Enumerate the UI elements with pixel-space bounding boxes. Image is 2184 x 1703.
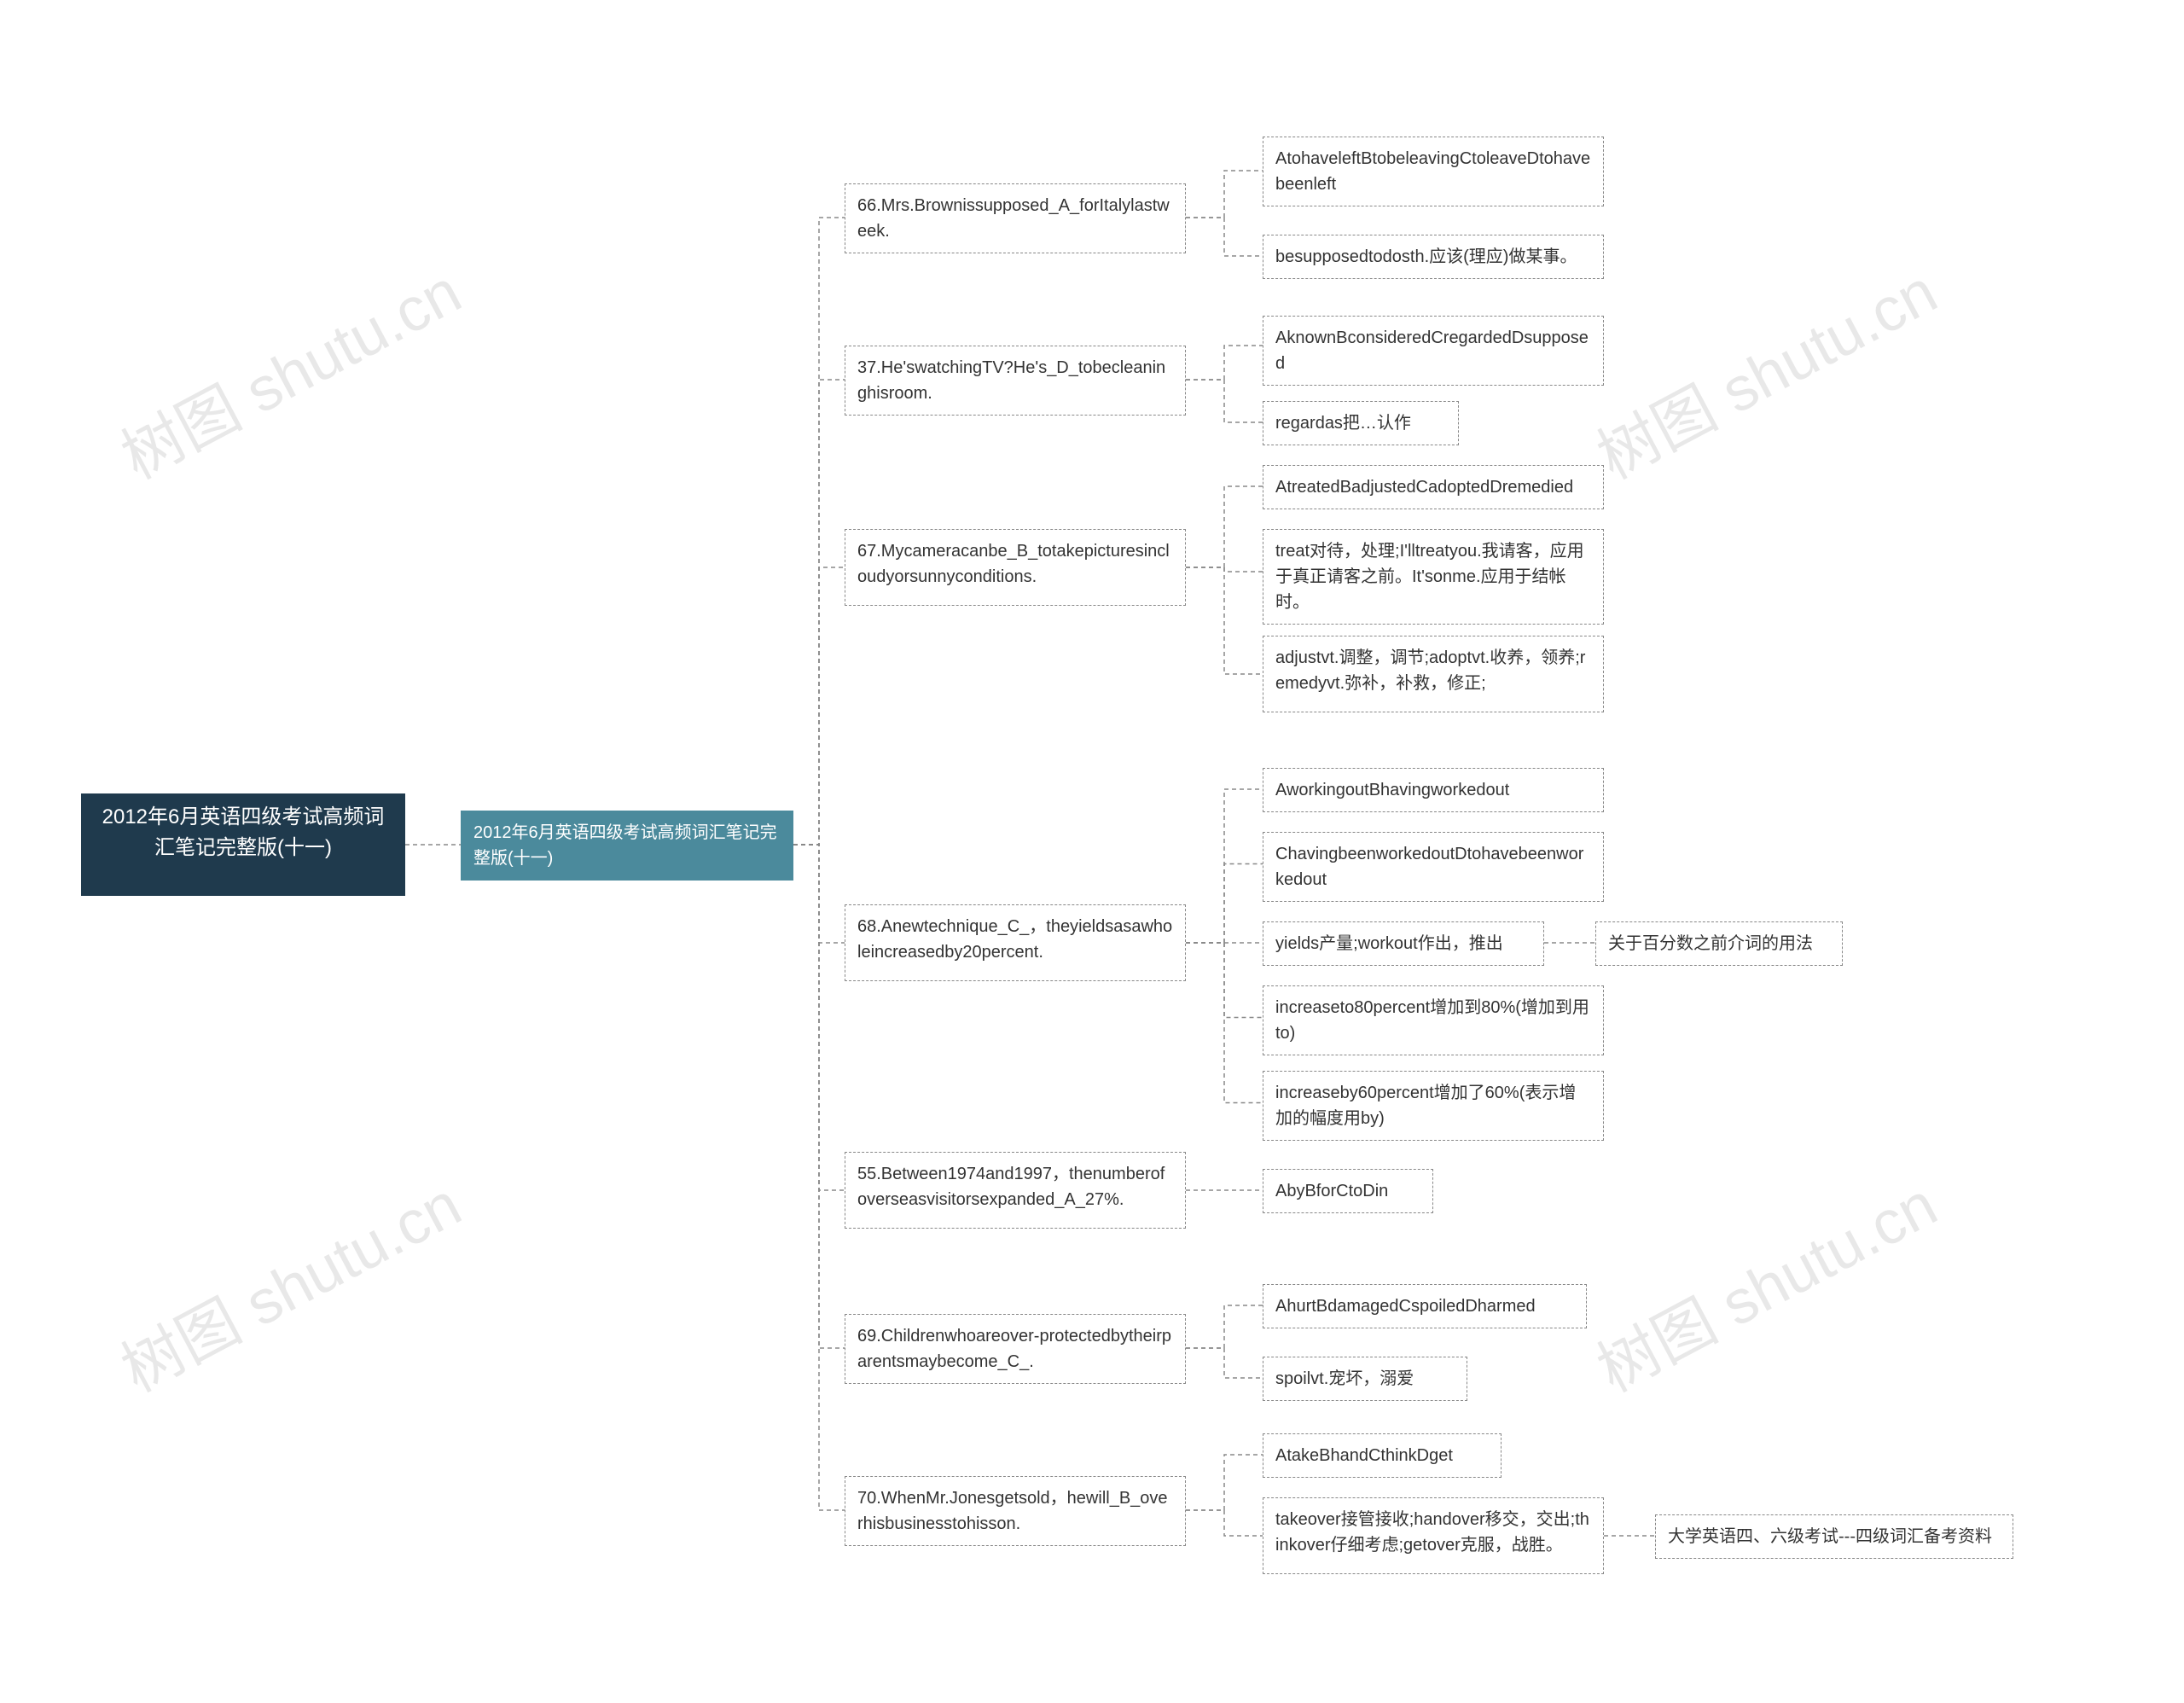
root-node: 2012年6月英语四级考试高频词汇笔记完整版(十一)	[81, 793, 405, 896]
q68-note-3: increaseby60percent增加了60%(表示增加的幅度用by)	[1263, 1071, 1604, 1141]
q68-note-1: yields产量;workout作出，推出	[1263, 921, 1544, 966]
question-68: 68.Anewtechnique_C_，theyieldsasawholeinc…	[845, 904, 1186, 981]
q37-note: regardas把…认作	[1263, 401, 1459, 445]
q69-options: AhurtBdamagedCspoiledDharmed	[1263, 1284, 1587, 1328]
q55-options: AbyBforCtoDin	[1263, 1169, 1433, 1213]
q67-options: AtreatedBadjustedCadoptedDremedied	[1263, 465, 1604, 509]
question-37: 37.He'swatchingTV?He's_D_tobecleaninghis…	[845, 346, 1186, 416]
q67-note-2: adjustvt.调整，调节;adoptvt.收养，领养;remedyvt.弥补…	[1263, 636, 1604, 712]
question-67: 67.Mycameracanbe_B_totakepicturesincloud…	[845, 529, 1186, 606]
q69-note: spoilvt.宠坏，溺爱	[1263, 1357, 1467, 1401]
watermark: 树图 shutu.cn	[103, 1155, 473, 1409]
q70-options: AtakeBhandCthinkDget	[1263, 1433, 1502, 1478]
q66-options: AtohaveleftBtobeleavingCtoleaveDtohavebe…	[1263, 137, 1604, 206]
mindmap-canvas: 2012年6月英语四级考试高频词汇笔记完整版(十一) 2012年6月英语四级考试…	[0, 0, 2184, 1703]
q68-note-2: increaseto80percent增加到80%(增加到用to)	[1263, 985, 1604, 1055]
watermark: 树图 shutu.cn	[1579, 1155, 1949, 1409]
q68-option-a: AworkingoutBhavingworkedout	[1263, 768, 1604, 812]
question-55: 55.Between1974and1997，thenumberofoversea…	[845, 1152, 1186, 1229]
watermark: 树图 shutu.cn	[103, 242, 473, 496]
q68-option-b: ChavingbeenworkedoutDtohavebeenworkedout	[1263, 832, 1604, 902]
q37-options: AknownBconsideredCregardedDsupposed	[1263, 316, 1604, 386]
q70-note: takeover接管接收;handover移交，交出;thinkover仔细考虑…	[1263, 1497, 1604, 1574]
q67-note-1: treat对待，处理;I'lltreatyou.我请客，应用于真正请客之前。It…	[1263, 529, 1604, 625]
q70-reference: 大学英语四、六级考试---四级词汇备考资料	[1655, 1514, 2013, 1559]
sub-node: 2012年6月英语四级考试高频词汇笔记完整版(十一)	[461, 811, 793, 881]
q66-note: besupposedtodosth.应该(理应)做某事。	[1263, 235, 1604, 279]
question-70: 70.WhenMr.Jonesgetsold，hewill_B_overhisb…	[845, 1476, 1186, 1546]
question-69: 69.Childrenwhoareover-protectedbytheirpa…	[845, 1314, 1186, 1384]
question-66: 66.Mrs.Brownissupposed_A_forItalylastwee…	[845, 183, 1186, 253]
watermark: 树图 shutu.cn	[1579, 242, 1949, 496]
q68-subnote: 关于百分数之前介词的用法	[1595, 921, 1843, 966]
